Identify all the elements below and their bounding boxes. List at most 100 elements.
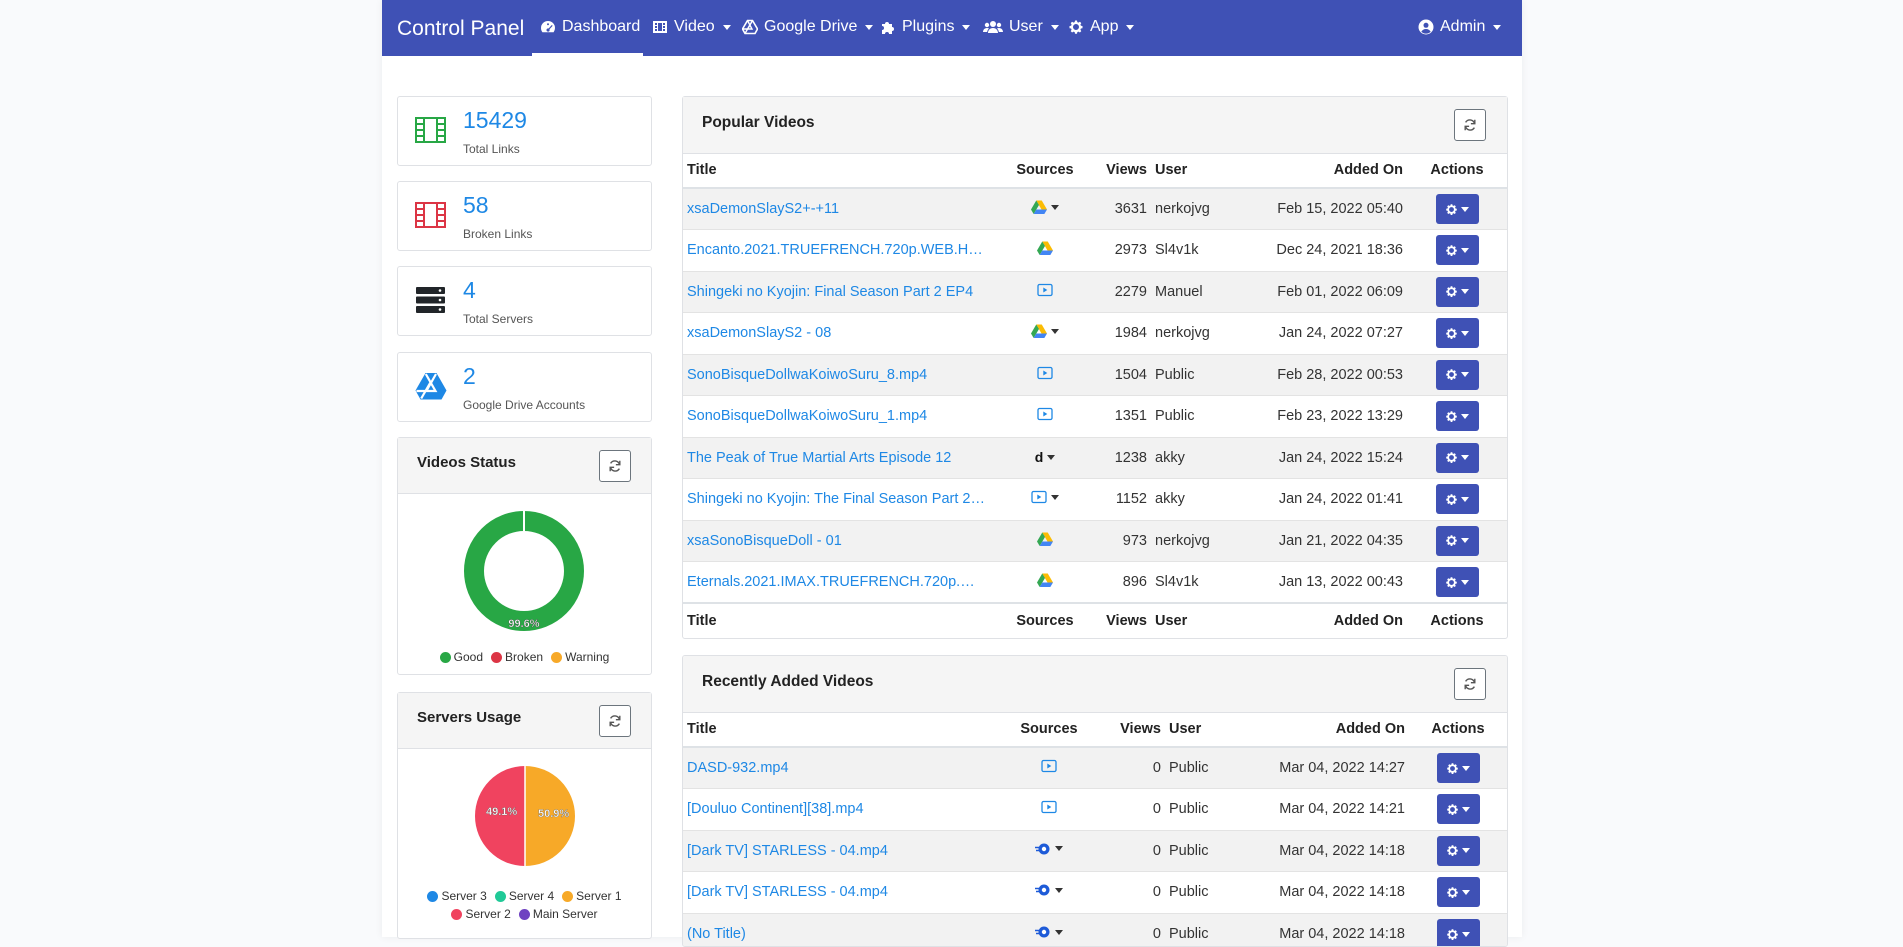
nav-app[interactable]: App xyxy=(1068,18,1135,36)
actions-dropdown-button[interactable] xyxy=(1435,194,1479,224)
chevron-down-icon xyxy=(962,24,971,30)
chevron-down-icon xyxy=(1461,206,1469,212)
video-title-link[interactable]: xsaDemonSlayS2+-+11 xyxy=(687,201,840,217)
recently-added-table: Title Sources Views User Added On Action… xyxy=(683,712,1507,946)
video-title-link[interactable]: xsaDemonSlayS2 - 08 xyxy=(687,325,832,342)
source-button[interactable] xyxy=(1041,759,1057,773)
video-title-link[interactable]: Shingeki no Kyojin: Final Season Part 2 … xyxy=(687,283,974,300)
legend-item[interactable]: Warning xyxy=(551,650,609,664)
source-button[interactable] xyxy=(1035,925,1063,939)
actions-dropdown-button[interactable] xyxy=(1436,835,1480,866)
column-header-sources[interactable]: Sources xyxy=(1016,162,1074,178)
video-title-link[interactable]: (No Title) xyxy=(687,926,746,942)
column-header-actions[interactable]: Actions xyxy=(1430,162,1484,178)
legend-item[interactable]: Server 3 xyxy=(427,889,487,903)
views-cell: 0 xyxy=(1152,760,1161,776)
user-cell: akky xyxy=(1155,491,1185,508)
sources-cell xyxy=(1001,747,1097,789)
legend-item[interactable]: Main Server xyxy=(518,907,598,921)
actions-dropdown-button[interactable] xyxy=(1435,484,1479,515)
video-title-link[interactable]: Encanto.2021.TRUEFRENCH.720p.WEB.H264-EX… xyxy=(687,242,987,259)
video-title-link[interactable]: xsaSonoBisqueDoll - 01 xyxy=(687,532,842,549)
nav-google-drive[interactable]: Google Drive xyxy=(742,18,874,36)
refresh-button[interactable] xyxy=(1454,109,1486,141)
actions-dropdown-button[interactable] xyxy=(1435,318,1479,349)
source-button[interactable] xyxy=(1031,200,1059,214)
video-title-link[interactable]: The Peak of True Martial Arts Episode 12 xyxy=(687,449,952,466)
chevron-down-icon xyxy=(865,24,874,30)
video-title-link[interactable]: SonoBisqueDollwaKoiwoSuru_8.mp4 xyxy=(687,366,928,383)
legend-item[interactable]: Good xyxy=(439,650,483,664)
actions-dropdown-button[interactable] xyxy=(1436,877,1480,908)
chevron-down-icon xyxy=(1055,887,1063,893)
source-button[interactable] xyxy=(1037,283,1053,297)
column-header-actions[interactable]: Actions xyxy=(1431,721,1485,737)
column-header-sources[interactable]: Sources xyxy=(1020,721,1078,737)
column-header-views[interactable]: Views xyxy=(1120,721,1161,737)
nav-account-admin[interactable]: Admin xyxy=(1418,18,1502,36)
column-header-user[interactable]: User xyxy=(1155,162,1188,178)
nav-user[interactable]: User xyxy=(983,18,1059,36)
legend-dot xyxy=(439,651,451,663)
column-header-added-on[interactable]: Added On xyxy=(1335,721,1405,737)
sources-cell xyxy=(1001,913,1097,946)
actions-dropdown-button[interactable] xyxy=(1436,919,1480,946)
column-header-title[interactable]: Title xyxy=(687,162,717,178)
actions-dropdown-button[interactable] xyxy=(1435,235,1479,266)
added-on-cell: Jan 24, 2022 15:24 xyxy=(1278,449,1403,466)
source-button[interactable]: d xyxy=(1035,449,1056,465)
video-title-link[interactable]: DASD-932.mp4 xyxy=(687,760,789,776)
refresh-button[interactable] xyxy=(599,705,631,737)
source-button[interactable] xyxy=(1037,241,1053,256)
sources-cell xyxy=(1001,313,1089,355)
nav-video[interactable]: Video xyxy=(652,18,731,36)
actions-dropdown-button[interactable] xyxy=(1435,567,1479,597)
actions-dropdown-button[interactable] xyxy=(1435,442,1479,473)
nav-dashboard[interactable]: Dashboard xyxy=(540,18,640,36)
actions-dropdown-button[interactable] xyxy=(1435,359,1479,390)
column-header-title[interactable]: Title xyxy=(687,721,717,737)
d-host-icon: d xyxy=(1034,449,1044,466)
sources-cell xyxy=(1001,230,1089,272)
video-title-link[interactable]: Eternals.2021.IMAX.TRUEFRENCH.720p.WEB.H… xyxy=(687,574,987,590)
stream-icon xyxy=(1035,843,1050,855)
refresh-button[interactable] xyxy=(599,450,631,482)
video-title-link[interactable]: [Dark TV] STARLESS - 04.mp4 xyxy=(687,884,888,901)
legend-item[interactable]: Server 2 xyxy=(451,907,511,921)
actions-dropdown-button[interactable] xyxy=(1436,794,1480,825)
nav-plugins[interactable]: Plugins xyxy=(880,18,971,36)
refresh-button[interactable] xyxy=(1454,668,1486,700)
source-button[interactable] xyxy=(1031,324,1059,339)
servers-usage-pie-chart: 49.1% 50.9% xyxy=(475,766,575,866)
column-header-views[interactable]: Views xyxy=(1106,162,1147,178)
column-header-added-on[interactable]: Added On xyxy=(1333,162,1403,178)
sources-cell xyxy=(1001,396,1089,438)
source-button[interactable] xyxy=(1037,573,1053,587)
source-button[interactable] xyxy=(1035,842,1063,856)
source-button[interactable] xyxy=(1037,407,1053,421)
nav-plugins-label: Plugins xyxy=(902,18,955,35)
brand-title[interactable]: Control Panel xyxy=(397,17,525,40)
stat-label: Total Links xyxy=(463,142,520,156)
video-title-link[interactable]: [Douluo Continent][38].mp4 xyxy=(687,801,864,818)
user-cell: Public xyxy=(1155,408,1195,425)
actions-cell xyxy=(1407,396,1507,438)
actions-dropdown-button[interactable] xyxy=(1435,401,1479,432)
legend-item[interactable]: Server 1 xyxy=(562,889,622,903)
stream-icon xyxy=(1035,884,1050,896)
actions-dropdown-button[interactable] xyxy=(1435,276,1479,307)
source-button[interactable] xyxy=(1035,883,1063,897)
legend-item[interactable]: Broken xyxy=(491,650,543,664)
actions-dropdown-button[interactable] xyxy=(1436,753,1480,783)
video-title-link[interactable]: [Dark TV] STARLESS - 04.mp4 xyxy=(687,842,888,859)
source-button[interactable] xyxy=(1037,532,1053,546)
legend-dot xyxy=(518,908,530,920)
video-title-link[interactable]: SonoBisqueDollwaKoiwoSuru_1.mp4 xyxy=(687,408,928,425)
source-button[interactable] xyxy=(1037,366,1053,380)
video-title-link[interactable]: Shingeki no Kyojin: The Final Season Par… xyxy=(687,491,987,508)
column-header-user[interactable]: User xyxy=(1169,721,1202,737)
source-button[interactable] xyxy=(1041,800,1057,814)
actions-dropdown-button[interactable] xyxy=(1435,525,1479,556)
legend-item[interactable]: Server 4 xyxy=(494,889,554,903)
source-button[interactable] xyxy=(1031,490,1059,504)
